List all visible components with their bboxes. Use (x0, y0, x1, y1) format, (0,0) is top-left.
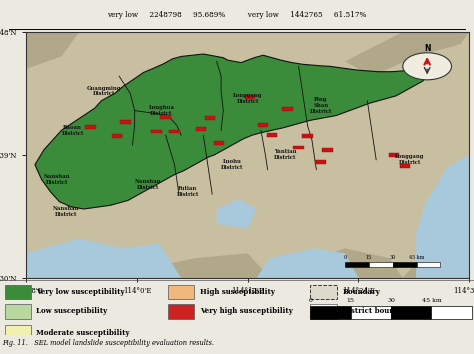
Bar (391, 306, 431, 319)
Text: Nanshan
District: Nanshan District (53, 206, 79, 217)
Bar (345, 262, 369, 267)
Polygon shape (150, 253, 270, 278)
Text: Ping
Shan
District: Ping Shan District (310, 97, 332, 114)
Text: 0: 0 (344, 255, 347, 260)
FancyBboxPatch shape (5, 325, 31, 340)
Text: Guangming
District: Guangming District (86, 86, 121, 96)
Polygon shape (267, 133, 277, 137)
Polygon shape (169, 130, 180, 133)
Text: Boundary: Boundary (342, 288, 380, 296)
Text: Futian
District: Futian District (177, 186, 199, 197)
Polygon shape (26, 32, 469, 278)
Text: District boundary: District boundary (342, 307, 412, 315)
Text: 45 km: 45 km (421, 298, 441, 303)
Text: 30: 30 (387, 298, 395, 303)
Polygon shape (205, 116, 215, 120)
Polygon shape (400, 164, 410, 168)
Bar (369, 262, 393, 267)
Polygon shape (196, 127, 207, 131)
Text: Nanshan
District: Nanshan District (44, 174, 70, 185)
Bar (310, 306, 351, 319)
Text: 15: 15 (347, 298, 355, 303)
Polygon shape (302, 135, 313, 138)
Polygon shape (293, 145, 304, 149)
Polygon shape (403, 249, 469, 278)
FancyBboxPatch shape (168, 285, 194, 299)
Polygon shape (111, 135, 122, 138)
Text: very low     2248798     95.689%          very low     1442765     61.517%: very low 2248798 95.689% very low 144276… (107, 11, 367, 19)
Text: High susceptibility: High susceptibility (200, 288, 275, 296)
Polygon shape (389, 153, 399, 157)
FancyBboxPatch shape (310, 304, 337, 319)
Polygon shape (214, 141, 224, 144)
FancyBboxPatch shape (168, 304, 194, 319)
Text: 45 km: 45 km (409, 255, 424, 260)
Text: N: N (424, 44, 430, 53)
Polygon shape (160, 115, 171, 119)
Bar (431, 306, 472, 319)
Text: Low susceptibility: Low susceptibility (36, 307, 108, 315)
Text: Longhua
District: Longhua District (148, 105, 174, 116)
Polygon shape (85, 125, 96, 129)
Polygon shape (152, 130, 162, 133)
Polygon shape (258, 124, 268, 127)
Text: 0: 0 (309, 298, 312, 303)
Text: Longgang
District: Longgang District (233, 93, 262, 104)
Bar (417, 262, 440, 267)
Text: Luohu
District: Luohu District (221, 159, 243, 170)
Polygon shape (120, 120, 131, 124)
Text: 30: 30 (390, 255, 396, 260)
Polygon shape (256, 249, 358, 278)
Polygon shape (26, 239, 181, 278)
Text: Nanshan
District: Nanshan District (135, 179, 161, 190)
FancyBboxPatch shape (5, 304, 31, 319)
Polygon shape (245, 95, 255, 99)
Polygon shape (345, 32, 469, 76)
Text: Moderate susceptibility: Moderate susceptibility (36, 329, 130, 337)
Polygon shape (26, 32, 79, 69)
Text: 15: 15 (366, 255, 372, 260)
Text: Very high susceptibility: Very high susceptibility (200, 307, 293, 315)
Text: Yantian
District: Yantian District (274, 149, 297, 160)
Text: Very low susceptibility: Very low susceptibility (36, 288, 125, 296)
Polygon shape (322, 148, 333, 152)
FancyBboxPatch shape (5, 285, 31, 299)
Text: Fig. 11.   SEL model landslide susceptibility evaluation results.: Fig. 11. SEL model landslide susceptibil… (2, 339, 214, 347)
Polygon shape (35, 54, 427, 209)
Bar (393, 262, 417, 267)
Polygon shape (26, 249, 124, 278)
Bar (351, 306, 391, 319)
Polygon shape (282, 107, 293, 111)
Polygon shape (217, 199, 256, 229)
Polygon shape (316, 160, 326, 164)
Circle shape (403, 53, 452, 80)
Text: Baoan
District: Baoan District (62, 125, 84, 136)
FancyBboxPatch shape (310, 285, 337, 299)
Polygon shape (416, 155, 469, 278)
Text: Longgang
District: Longgang District (395, 154, 424, 165)
Polygon shape (292, 249, 403, 278)
